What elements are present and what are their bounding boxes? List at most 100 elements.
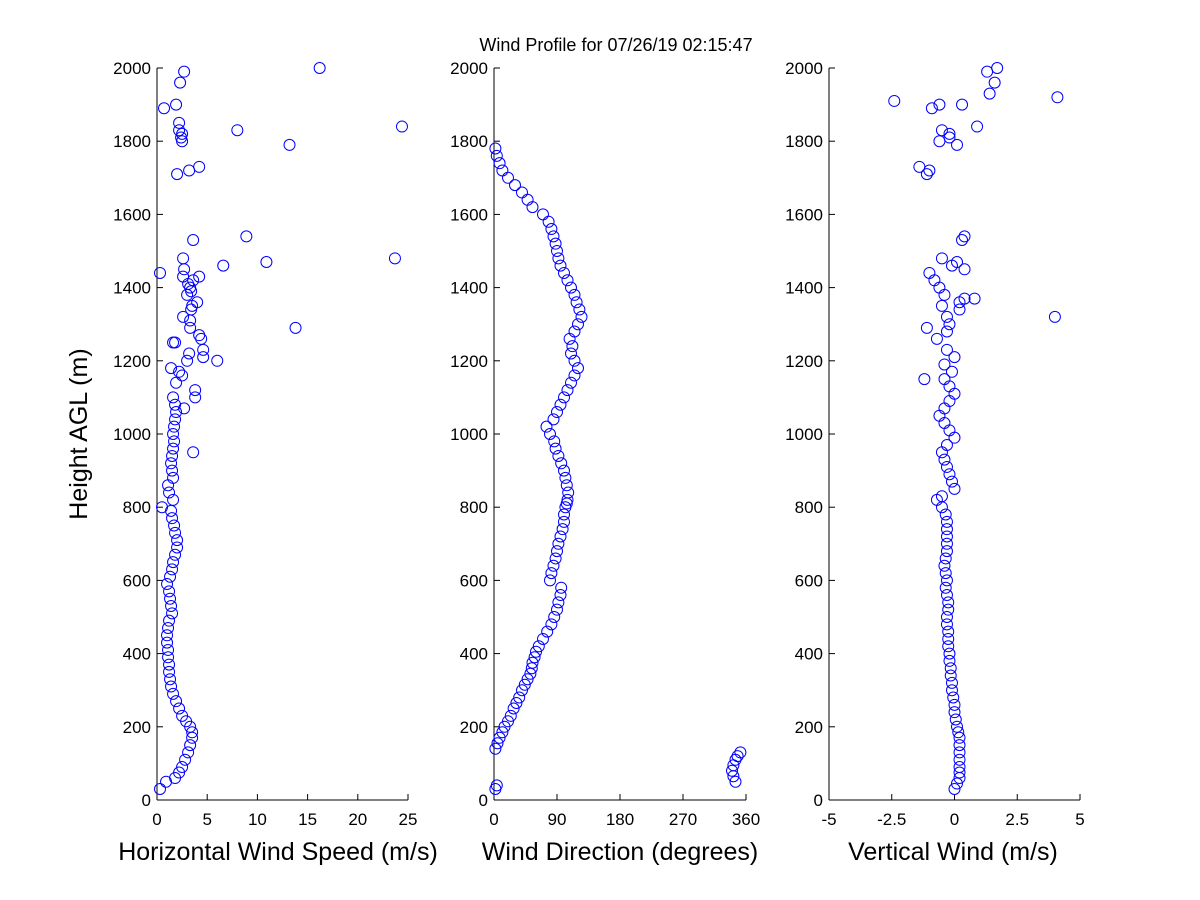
data-point (516, 684, 528, 697)
data-point (558, 266, 570, 279)
data-point (211, 354, 224, 367)
data-point (541, 625, 554, 638)
data-point (939, 567, 952, 580)
data-point (169, 413, 182, 426)
data-point (953, 746, 966, 759)
data-point (971, 120, 984, 133)
data-point (558, 464, 570, 477)
data-point (554, 530, 567, 543)
y-tick-label: 0 (142, 791, 151, 810)
y-tick-label: 1000 (450, 425, 488, 444)
data-point (490, 779, 503, 792)
data-point (162, 643, 175, 656)
data-point (167, 428, 180, 440)
y-tick-label: 400 (795, 645, 823, 664)
data-point (537, 632, 549, 645)
y-tick-label: 400 (460, 645, 488, 664)
data-point (260, 255, 273, 268)
data-point (572, 362, 584, 375)
x-tick-label: 5 (1075, 810, 1084, 829)
x-axis-label: Horizontal Wind Speed (m/s) (118, 838, 438, 866)
x-tick-label: 25 (399, 810, 418, 829)
data-point (507, 702, 520, 715)
data-point (163, 585, 176, 598)
data-point (171, 541, 184, 554)
y-tick-label: 0 (479, 791, 488, 810)
data-point (184, 314, 197, 327)
data-point (943, 127, 956, 140)
data-point (178, 402, 191, 415)
y-tick-label: 1600 (785, 205, 823, 224)
data-point (176, 709, 189, 722)
x-tick-label: 90 (548, 810, 567, 829)
data-point (942, 632, 955, 645)
data-point (156, 501, 169, 514)
figure-title: Wind Profile for 07/26/19 02:15:47 (479, 35, 752, 55)
data-point (547, 413, 560, 426)
data-point (167, 442, 180, 455)
data-point (169, 548, 182, 561)
data-point (554, 398, 567, 411)
data-point (943, 318, 956, 331)
y-tick-label: 400 (123, 645, 151, 664)
subplot-3: 0 200 400 600 800 1000 1200 1400 1600 1800 2000 -5 -… (785, 59, 1085, 866)
data-point (939, 581, 952, 594)
y-tick-label: 800 (460, 498, 488, 517)
data-point (561, 493, 574, 506)
data-point (183, 164, 196, 177)
data-point (552, 596, 565, 609)
data-point (944, 662, 957, 675)
data-point (490, 149, 503, 162)
y-tick-label: 1400 (450, 279, 488, 298)
data-point (948, 698, 961, 711)
data-point (952, 726, 965, 739)
data-point (179, 753, 192, 766)
data-point (547, 559, 560, 572)
x-tick-label: -5 (821, 810, 836, 829)
data-point (164, 673, 177, 686)
data-point (313, 62, 326, 74)
data-point (554, 589, 567, 602)
data-point (167, 493, 180, 506)
data-point (945, 475, 958, 488)
data-point (552, 537, 565, 550)
x-tick-label: 2.5 (1005, 810, 1029, 829)
data-point (940, 618, 953, 631)
data-point (509, 179, 521, 192)
data-point (176, 369, 189, 382)
data-point (930, 332, 943, 345)
data-point (168, 420, 181, 433)
data-point (510, 697, 523, 710)
data-point (943, 647, 956, 660)
data-point (166, 449, 179, 462)
data-point (516, 186, 528, 199)
x-tick-label: 5 (202, 810, 211, 829)
data-point (173, 702, 186, 715)
x-axis-label: Wind Direction (degrees) (482, 838, 759, 866)
y-tick-label: 600 (460, 571, 488, 590)
data-point (176, 761, 189, 774)
y-tick-label: 1600 (113, 205, 151, 224)
data-point (958, 263, 971, 276)
data-point (161, 636, 174, 649)
data-point (170, 376, 183, 389)
data-point (395, 120, 408, 133)
data-point (166, 563, 179, 576)
data-point (170, 98, 183, 111)
data-point (164, 592, 177, 605)
data-point (938, 559, 951, 572)
data-point (573, 303, 586, 316)
data-point (940, 537, 953, 550)
data-point (174, 76, 187, 89)
data-point (183, 347, 196, 360)
data-point (177, 252, 190, 265)
data-point (953, 739, 966, 752)
data-point (729, 775, 742, 788)
data-point (947, 691, 960, 704)
data-point (572, 318, 584, 331)
data-point (558, 391, 570, 404)
data-point (154, 783, 167, 796)
data-point (165, 600, 178, 613)
data-point (956, 98, 969, 111)
